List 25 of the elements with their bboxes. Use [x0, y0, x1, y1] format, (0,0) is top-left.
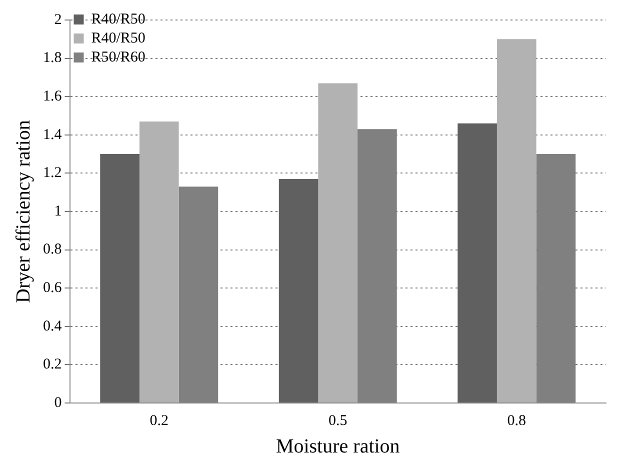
y-axis-title: Dryer efficiency ration	[12, 120, 34, 303]
y-tick-label: 0.8	[43, 242, 62, 258]
y-tick-label: 0.2	[43, 356, 62, 373]
x-tick-label: 0.5	[328, 412, 348, 429]
y-tick-label: 1.2	[43, 165, 62, 182]
legend-label: R40/R50	[91, 11, 146, 28]
bar	[100, 154, 140, 402]
bar	[278, 178, 318, 402]
y-tick-label: 0.6	[43, 280, 62, 296]
bar	[318, 83, 358, 402]
x-tick-label: 0.2	[150, 412, 168, 429]
y-tick-label: 1	[54, 203, 62, 220]
legend-label: R50/R60	[91, 49, 146, 66]
bar	[139, 121, 179, 402]
y-tick-label: 0.4	[43, 318, 62, 334]
bar	[496, 39, 536, 402]
y-tick-label: 0	[54, 394, 62, 411]
y-tick-label: 1.8	[43, 50, 62, 66]
legend-label: R40/R50	[91, 30, 146, 46]
x-axis-title: Moisture ration	[276, 435, 400, 458]
y-tick-label: 1.6	[43, 88, 62, 105]
y-tick-label: 1.4	[43, 126, 62, 143]
y-tick-label: 2	[54, 12, 62, 28]
x-tick-label: 0.8	[507, 412, 526, 429]
bar	[458, 123, 497, 402]
